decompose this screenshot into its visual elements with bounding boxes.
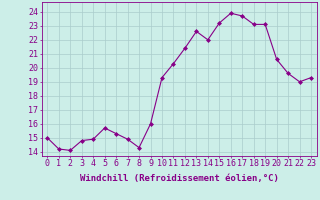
X-axis label: Windchill (Refroidissement éolien,°C): Windchill (Refroidissement éolien,°C) bbox=[80, 174, 279, 183]
